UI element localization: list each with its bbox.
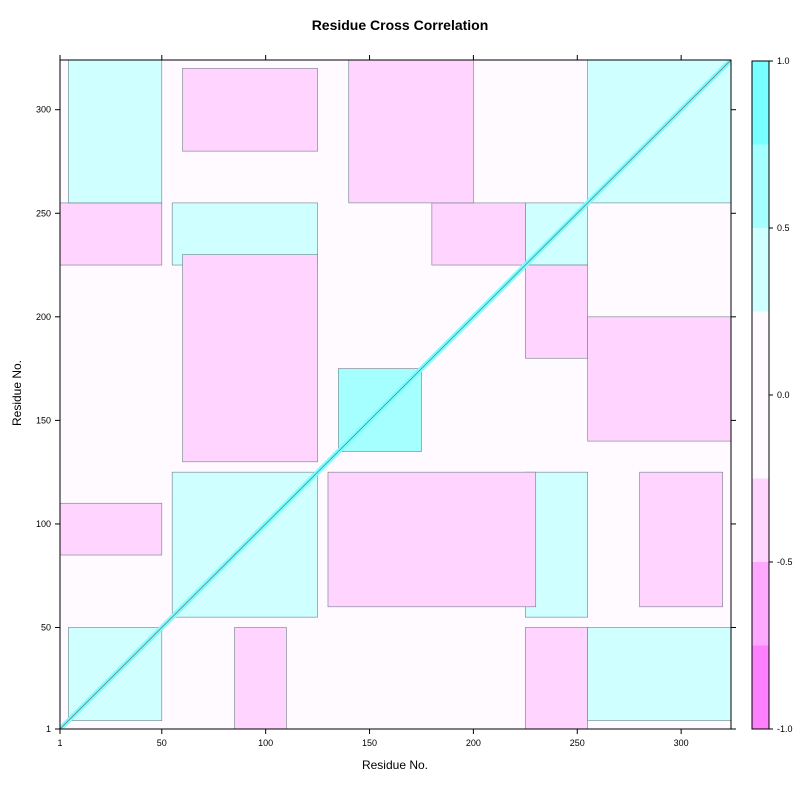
x-tick-label: 250 xyxy=(570,738,585,748)
heatmap-region xyxy=(234,627,287,729)
colorbar-tick-label: 1.0 xyxy=(777,56,790,66)
heatmap-region xyxy=(525,627,588,729)
heatmap-region xyxy=(348,60,474,204)
diagonal-line xyxy=(60,60,731,729)
colorbar-tick-label: -0.5 xyxy=(777,557,793,567)
heatmap-region xyxy=(327,471,537,608)
heatmap-region xyxy=(60,202,163,266)
colorbar-swatch xyxy=(752,61,769,145)
heatmap-cells xyxy=(60,60,731,729)
y-tick-label: 150 xyxy=(36,415,51,425)
x-tick-label: 1 xyxy=(57,738,62,748)
colorbar-tick-label: 0.0 xyxy=(777,390,790,400)
heatmap-region xyxy=(182,67,318,152)
heatmap-region xyxy=(68,60,163,204)
colorbar-swatch xyxy=(752,144,769,228)
colorbar-swatch xyxy=(752,562,769,646)
y-tick-label: 50 xyxy=(41,623,51,633)
y-tick-label: 300 xyxy=(36,105,51,115)
chart-title: Residue Cross Correlation xyxy=(312,17,489,33)
plot-area xyxy=(60,60,731,729)
heatmap-region xyxy=(587,627,731,722)
heatmap-region xyxy=(639,471,723,608)
x-tick-label: 300 xyxy=(674,738,689,748)
heatmap-region xyxy=(60,502,163,556)
colorbar-swatch xyxy=(752,311,769,479)
heatmap-region xyxy=(182,254,318,463)
y-tick-label: 250 xyxy=(36,208,51,218)
colorbar-tick-label: 0.5 xyxy=(777,223,790,233)
colorbar-swatch xyxy=(752,645,769,729)
heatmap-region xyxy=(587,316,731,442)
x-axis-label: Residue No. xyxy=(362,758,428,772)
y-tick-label: 1 xyxy=(46,724,51,734)
heatmap-region xyxy=(431,202,526,266)
y-tick-label: 100 xyxy=(36,519,51,529)
x-tick-label: 150 xyxy=(362,738,377,748)
colorbar-tick-label: -1.0 xyxy=(777,724,793,734)
heatmap-region xyxy=(525,264,588,359)
x-tick-label: 100 xyxy=(258,738,273,748)
x-tick-label: 200 xyxy=(466,738,481,748)
colorbar: -1.0 -0.5 0.0 0.5 1.0 xyxy=(751,56,793,734)
colorbar-swatch xyxy=(752,228,769,312)
x-tick-label: 50 xyxy=(157,738,167,748)
y-axis-label: Residue No. xyxy=(10,360,24,426)
colorbar-swatch xyxy=(752,478,769,562)
y-tick-label: 200 xyxy=(36,312,51,322)
plot-frame xyxy=(59,59,732,730)
